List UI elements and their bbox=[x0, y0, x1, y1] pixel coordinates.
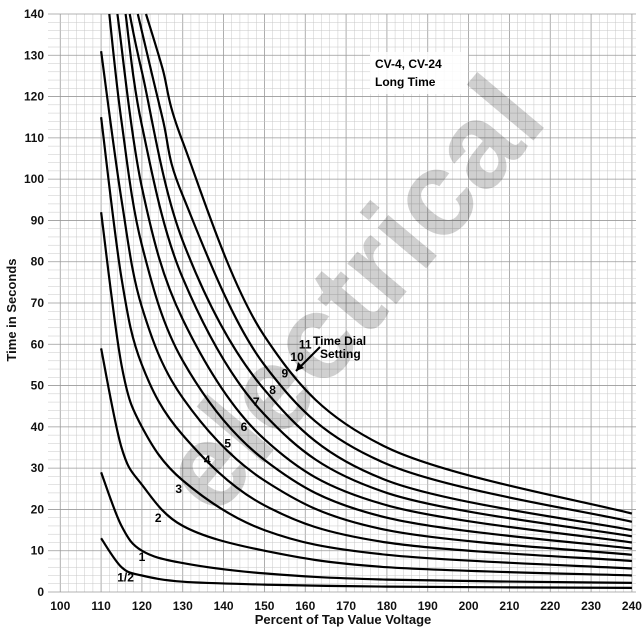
curve-dial-6 bbox=[108, 13, 633, 550]
y-tick-label: 40 bbox=[31, 420, 45, 434]
curve-dial-2 bbox=[100, 348, 632, 577]
y-tick-label: 100 bbox=[24, 172, 44, 186]
y-tick-label: 70 bbox=[31, 296, 45, 310]
x-axis-title: Percent of Tap Value Voltage bbox=[255, 612, 432, 627]
curve-series bbox=[100, 13, 633, 589]
annotation-arrowhead bbox=[296, 362, 304, 371]
y-tick-label: 90 bbox=[31, 213, 45, 227]
curve-dial-7 bbox=[116, 13, 633, 544]
time-dial-annotation: Time Dial Setting bbox=[295, 334, 366, 372]
annotation-line-2: Setting bbox=[320, 347, 361, 361]
curve-label: 1/2 bbox=[117, 571, 134, 585]
curve-dial-1 bbox=[100, 471, 632, 584]
y-tick-label: 130 bbox=[24, 48, 44, 62]
title-box: CV-4, CV-24 Long Time bbox=[370, 52, 468, 94]
curve-label: 3 bbox=[175, 482, 182, 496]
curve-label: 4 bbox=[204, 453, 211, 467]
curve-dial-11 bbox=[144, 13, 633, 515]
x-tick-label: 200 bbox=[459, 599, 479, 613]
y-tick-label: 60 bbox=[31, 337, 45, 351]
curve-dial-8 bbox=[124, 13, 633, 538]
y-tick-label: 10 bbox=[31, 544, 45, 558]
curve-dial-10 bbox=[136, 13, 633, 523]
x-tick-label: 140 bbox=[214, 599, 234, 613]
x-tick-label: 180 bbox=[377, 599, 397, 613]
curve-label: 7 bbox=[253, 395, 260, 409]
x-tick-label: 120 bbox=[132, 599, 152, 613]
curve-label: 6 bbox=[241, 420, 248, 434]
curve-label: 2 bbox=[155, 511, 162, 525]
y-tick-label: 20 bbox=[31, 502, 45, 516]
curve-dial-4 bbox=[100, 117, 632, 563]
y-tick-label: 140 bbox=[24, 7, 44, 21]
curve-label: 5 bbox=[224, 437, 231, 451]
x-tick-label: 220 bbox=[540, 599, 560, 613]
curve-label: 10 bbox=[290, 350, 304, 364]
x-tick-label: 170 bbox=[336, 599, 356, 613]
y-axis-ticks: 0 10 20 30 40 50 60 70 80 90 100 110 120 130 140 bbox=[24, 7, 44, 599]
curve-dial-9 bbox=[128, 13, 633, 532]
y-tick-label: 120 bbox=[24, 90, 44, 104]
chart-title: CV-4, CV-24 bbox=[375, 57, 442, 71]
chart-grid bbox=[48, 13, 636, 593]
x-tick-label: 100 bbox=[50, 599, 70, 613]
x-tick-label: 150 bbox=[254, 599, 274, 613]
x-tick-label: 230 bbox=[581, 599, 601, 613]
annotation-line-1: Time Dial bbox=[313, 334, 366, 348]
x-tick-label: 160 bbox=[295, 599, 315, 613]
y-tick-label: 0 bbox=[37, 585, 44, 599]
x-axis-ticks: 100 110 120 130 140 150 160 170 180 190 200 210 220 2… bbox=[50, 599, 642, 613]
x-tick-label: 190 bbox=[418, 599, 438, 613]
y-tick-label: 30 bbox=[31, 461, 45, 475]
curve-label: 8 bbox=[269, 383, 276, 397]
curve-dial-3 bbox=[100, 212, 632, 570]
curve-label: 9 bbox=[281, 366, 288, 380]
y-tick-label: 80 bbox=[31, 255, 45, 269]
curve-label: 11 bbox=[299, 337, 312, 351]
curve-label: 1 bbox=[139, 550, 146, 564]
x-tick-label: 130 bbox=[173, 599, 193, 613]
curve-dial-5 bbox=[100, 51, 633, 556]
y-tick-label: 50 bbox=[31, 379, 45, 393]
y-axis-title: Time in Seconds bbox=[4, 258, 19, 361]
y-tick-label: 110 bbox=[25, 131, 45, 145]
x-tick-label: 210 bbox=[499, 599, 519, 613]
x-tick-label: 240 bbox=[622, 599, 642, 613]
curve-dial-1-2 bbox=[100, 537, 632, 589]
chart-subtitle: Long Time bbox=[375, 75, 436, 89]
x-tick-label: 110 bbox=[91, 599, 111, 613]
